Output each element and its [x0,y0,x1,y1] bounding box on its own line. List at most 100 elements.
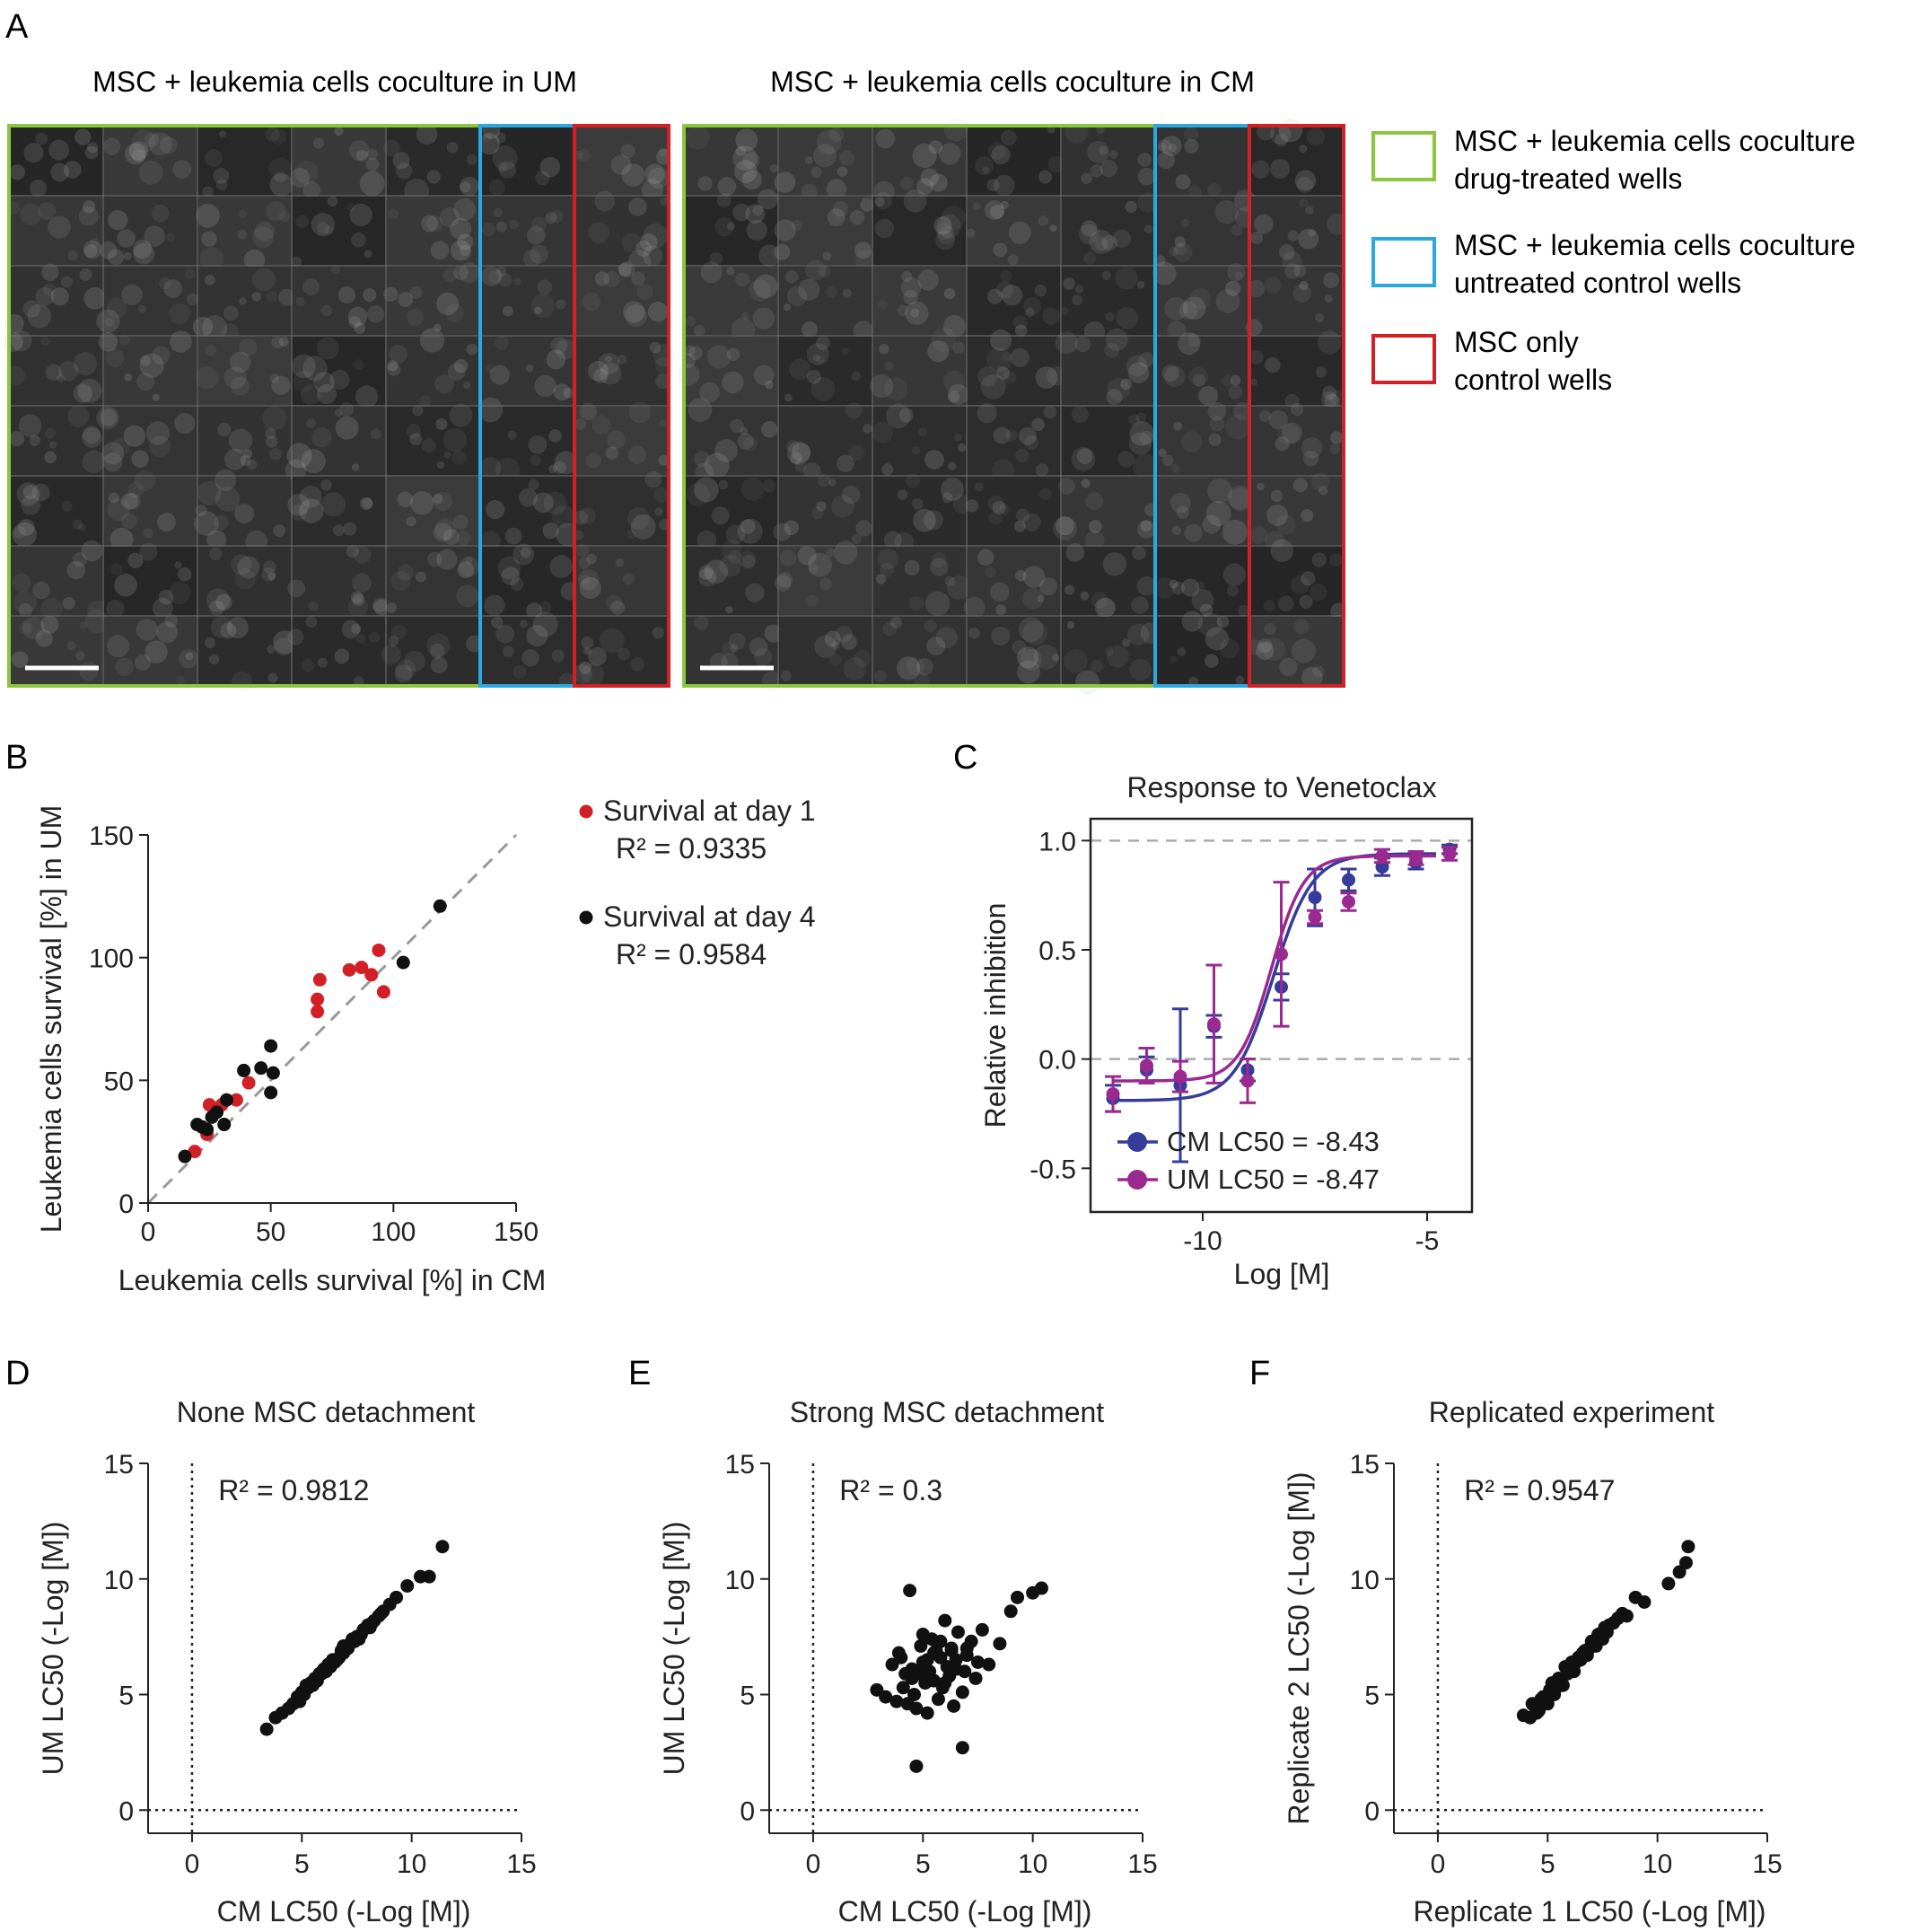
y-axis-label: UM LC50 (-Log [M]) [37,1522,69,1776]
cell-texture [1108,150,1118,159]
cell-texture [273,630,297,654]
cell-texture [1052,654,1060,662]
cell-texture [745,204,766,224]
cell-texture [35,132,48,145]
cell-texture [805,594,819,608]
cell-texture [1302,451,1319,467]
cell-texture [239,338,258,356]
cell-texture [1023,297,1041,315]
plot-frame [1089,817,1474,1214]
cell-texture [835,625,853,644]
cell-texture [528,435,548,454]
cell-texture [172,160,192,179]
cell-texture [728,549,742,564]
cell-texture [1055,331,1078,355]
y-tick-label: 0 [118,1190,134,1219]
cell-texture [123,251,132,260]
cell-texture [362,497,373,509]
cell-texture [395,659,416,681]
cell-texture [1228,385,1243,400]
cell-texture [1161,364,1179,382]
well-image [198,407,291,475]
cell-texture [11,651,29,669]
cell-texture [776,572,793,588]
cell-texture [1038,215,1049,226]
cell-texture [480,457,502,479]
well-image [198,547,291,615]
point-f [1678,1556,1693,1570]
x-tick-label: 5 [294,1849,310,1879]
cell-texture [917,269,939,291]
cell-texture [841,347,849,356]
cell-texture [426,633,451,657]
well-image [968,127,1060,195]
point-d [400,1578,415,1593]
cell-texture [1171,525,1181,536]
msc-only-wells-frame [573,124,670,688]
cell-texture [48,139,70,161]
cell-texture [442,427,467,452]
cell-texture [1169,655,1177,663]
cell-texture [1127,362,1150,383]
cell-texture [1112,229,1131,248]
point-e [975,1622,989,1637]
point-e [896,1681,910,1695]
chart-title: Strong MSC detachment [790,1396,1105,1428]
cell-texture [1013,520,1026,532]
cell-texture [164,614,179,628]
cell-texture [1105,312,1115,321]
cell-texture [520,547,531,558]
cell-texture [416,123,438,145]
cell-texture [67,250,78,261]
cell-texture [1277,595,1294,612]
cell-texture [1231,224,1243,236]
cell-texture [784,393,793,402]
cell-texture [841,634,857,650]
cell-texture [1140,520,1152,532]
cell-texture [1222,519,1248,545]
cell-texture [1002,351,1012,362]
cell-texture [299,485,322,508]
cell-texture [149,435,171,458]
point-f [1681,1540,1695,1554]
cell-texture [486,500,505,520]
cell-texture [722,642,736,656]
well-image [575,407,668,475]
cell-texture [1199,603,1213,617]
cell-texture [1173,421,1183,431]
cell-texture [78,206,99,226]
cell-texture [61,500,73,512]
cell-texture [306,418,316,428]
cell-texture [948,383,969,405]
cell-texture [762,479,776,493]
point-e [955,1741,969,1755]
cell-texture [406,516,416,527]
cell-texture [1257,638,1273,654]
cell-texture [579,402,597,421]
legend-marker-cm [1127,1132,1147,1152]
cell-texture [204,637,216,649]
cell-texture [554,451,578,475]
well-image [10,267,102,335]
cell-texture [1279,244,1295,260]
cell-texture [426,215,443,232]
well-image [387,477,479,545]
legend-label-um: UM LC50 = -8.47 [1167,1164,1380,1195]
well-image [873,617,966,685]
x-tick-label: 0 [806,1849,821,1879]
cell-texture [430,656,448,674]
x-tick-label: 0 [185,1849,200,1879]
cell-texture [812,354,820,362]
cell-texture [1316,366,1327,378]
cell-texture [786,440,800,453]
cell-texture [194,511,219,536]
legend-r2-day4: R² = 0.9584 [616,938,767,970]
cell-texture [1035,366,1058,389]
cell-texture [628,401,651,424]
cell-texture [1187,333,1202,347]
cell-texture [753,364,775,386]
cell-texture [912,143,937,168]
cell-texture [882,621,898,637]
cell-texture [205,275,215,285]
cell-texture [840,633,858,651]
